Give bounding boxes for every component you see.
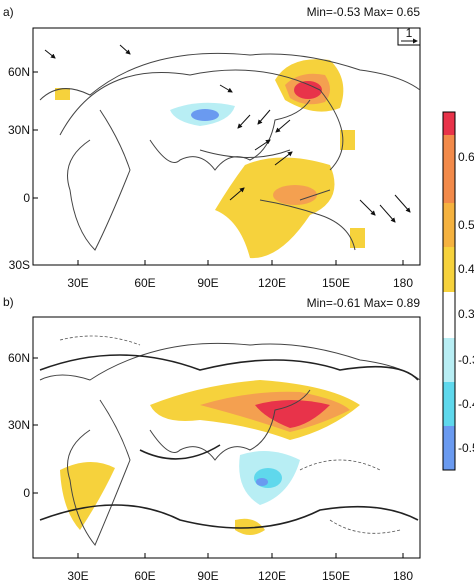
vectors xyxy=(44,44,411,223)
shading xyxy=(294,81,322,99)
color-swatch xyxy=(443,135,455,203)
colorbar-label: 0.4 xyxy=(458,262,474,276)
colorbar-label: -0.3 xyxy=(458,353,474,367)
contour xyxy=(59,69,344,171)
x-tick-label: 150E xyxy=(322,569,350,583)
colorbar-frame xyxy=(442,111,456,471)
contour xyxy=(39,354,419,529)
color-swatch xyxy=(443,426,455,470)
panel-label: b) xyxy=(3,295,14,309)
x-tick-label: 90E xyxy=(197,276,218,290)
stats: Min=-0.53 Max= 0.65 xyxy=(307,5,421,19)
color-swatch xyxy=(443,247,455,292)
shading xyxy=(340,130,355,150)
vector xyxy=(219,84,233,93)
color-swatch xyxy=(443,382,455,426)
shading xyxy=(60,461,115,530)
colorbar-label: 0.3 xyxy=(458,307,474,321)
vector xyxy=(274,151,293,166)
vector xyxy=(257,109,271,125)
x-tick-label: 120E xyxy=(258,276,286,290)
x-tick-label: 60E xyxy=(134,276,155,290)
vector xyxy=(359,199,376,216)
vector xyxy=(119,44,131,55)
y-tick-label: 0 xyxy=(23,191,30,205)
shading xyxy=(235,518,265,535)
y-tick-label: 60N xyxy=(8,65,30,79)
color-swatch xyxy=(443,338,455,382)
frame xyxy=(32,27,421,266)
shading xyxy=(215,157,335,259)
contour xyxy=(59,335,401,534)
y-tick-label: 60N xyxy=(8,351,30,365)
shading xyxy=(256,478,268,486)
shading xyxy=(273,185,317,205)
y-tick-label: 30N xyxy=(8,123,30,137)
vector xyxy=(379,204,396,223)
y-tick-label: 30N xyxy=(8,418,30,432)
coastline xyxy=(39,52,421,251)
vector xyxy=(44,49,56,59)
colorbar-label: 0.6 xyxy=(458,150,474,164)
x-tick-label: 90E xyxy=(197,569,218,583)
x-tick-label: 150E xyxy=(322,276,350,290)
shading xyxy=(55,88,70,100)
color-swatch xyxy=(443,112,455,135)
vector xyxy=(394,194,411,213)
panel-a xyxy=(32,27,421,266)
panel-b xyxy=(32,316,421,559)
colorbar xyxy=(442,111,456,471)
panel-label: a) xyxy=(3,5,14,19)
x-tick-label: 30E xyxy=(67,276,88,290)
y-tick-label: 30S xyxy=(9,258,30,272)
x-tick-label: 180 xyxy=(393,276,413,290)
shading xyxy=(350,228,365,248)
x-tick-label: 60E xyxy=(134,569,155,583)
vector xyxy=(237,114,251,129)
shading xyxy=(191,109,219,121)
frame xyxy=(32,316,421,559)
shading xyxy=(255,400,330,428)
stats: Min=-0.61 Max= 0.89 xyxy=(307,296,421,310)
vector xyxy=(275,119,291,133)
color-swatch xyxy=(443,203,455,247)
colorbar-label: -0.5 xyxy=(458,441,474,455)
vector xyxy=(229,187,245,201)
vector xyxy=(254,139,271,151)
colorbar-label: 0.5 xyxy=(458,218,474,232)
coastline xyxy=(39,342,421,546)
colorbar-label: -0.4 xyxy=(458,397,474,411)
x-tick-label: 120E xyxy=(258,569,286,583)
reference-label: 1 xyxy=(406,26,413,40)
x-tick-label: 30E xyxy=(67,569,88,583)
color-swatch xyxy=(443,292,455,338)
x-tick-label: 180 xyxy=(393,569,413,583)
y-tick-label: 0 xyxy=(23,486,30,500)
